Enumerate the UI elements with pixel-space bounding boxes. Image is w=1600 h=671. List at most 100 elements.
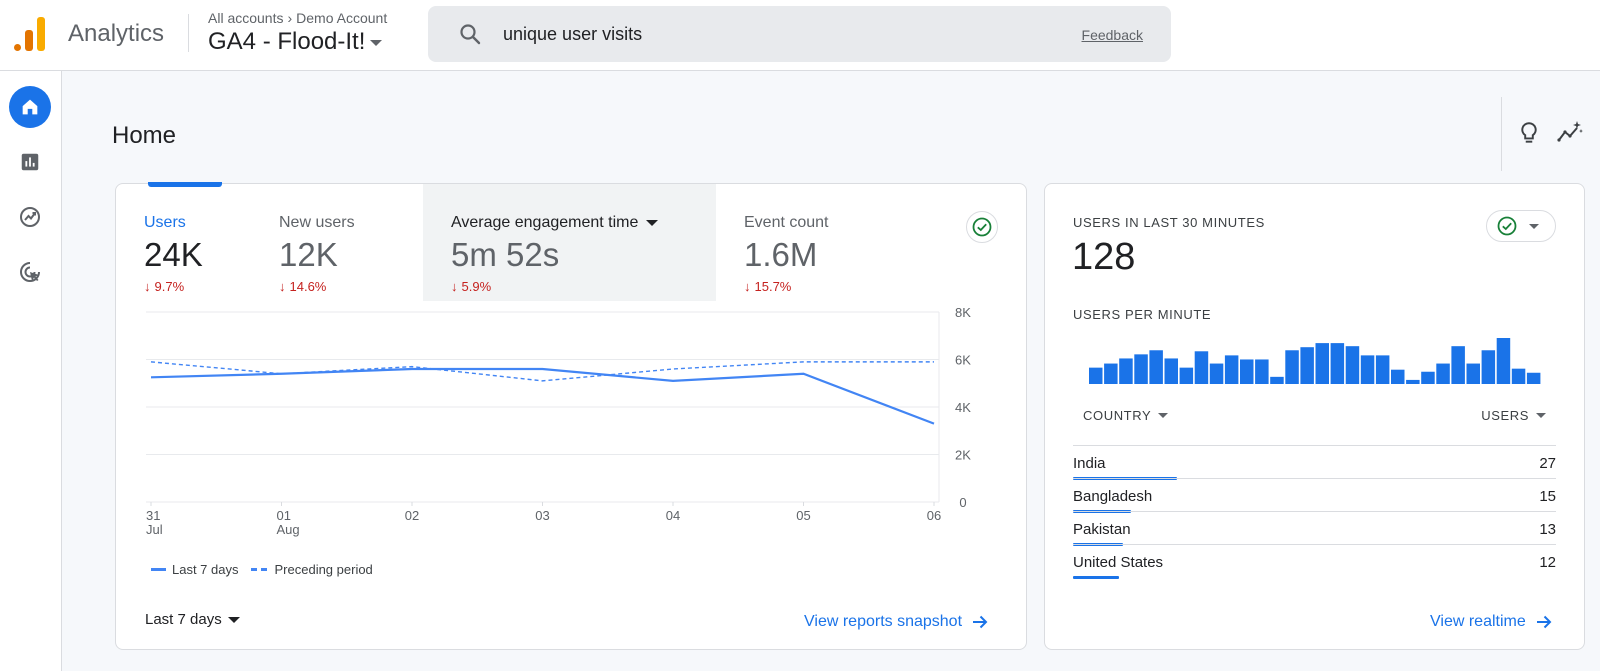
table-row[interactable]: United States 12 — [1073, 544, 1556, 579]
minute-bar[interactable] — [1466, 363, 1481, 384]
breadcrumb-child[interactable]: Demo Account — [296, 10, 388, 26]
arrow-down-icon: ↓ — [451, 279, 458, 294]
minute-bar[interactable] — [1375, 355, 1390, 384]
country-column-header[interactable]: COUNTRY — [1083, 408, 1169, 423]
breadcrumb-parent[interactable]: All accounts — [208, 10, 284, 26]
legend-current: Last 7 days — [172, 562, 239, 577]
date-range-selector[interactable]: Last 7 days — [145, 611, 240, 628]
metric-avg-engagement-time[interactable]: Average engagement time 5m 52s ↓ 5.9% — [423, 184, 716, 301]
page-title: Home — [112, 122, 177, 149]
view-realtime-link[interactable]: View realtime — [1430, 613, 1552, 631]
x-tick-label: 31 — [146, 508, 160, 523]
metric-change-value: 9.7% — [154, 279, 185, 294]
feedback-link[interactable]: Feedback — [1081, 27, 1143, 43]
insights-icon[interactable] — [1557, 120, 1583, 146]
check-circle-icon — [1497, 216, 1517, 236]
view-reports-snapshot-link[interactable]: View reports snapshot — [804, 613, 988, 631]
metric-change-value: 14.6% — [289, 279, 327, 294]
arrow-down-icon: ↓ — [144, 279, 151, 294]
table-row[interactable]: Pakistan 13 — [1073, 511, 1556, 546]
property-name: GA4 - Flood-It! — [208, 28, 366, 55]
minute-bar[interactable] — [1451, 346, 1465, 384]
minute-bar[interactable] — [1406, 379, 1420, 384]
divider — [188, 14, 189, 52]
chart-legend: Last 7 days Preceding period — [151, 562, 373, 577]
nav-home-button[interactable] — [9, 86, 51, 128]
metric-change-value: 15.7% — [754, 279, 792, 294]
minute-bar[interactable] — [1481, 350, 1496, 384]
side-nav — [0, 71, 62, 671]
minute-bar[interactable] — [1511, 368, 1526, 384]
chevron-right-icon: › — [287, 10, 293, 26]
target-cursor-icon — [20, 262, 40, 282]
breadcrumb[interactable]: All accounts › Demo Account — [208, 10, 387, 26]
table-row[interactable]: India 27 — [1073, 445, 1556, 480]
metric-label[interactable]: Average engagement time — [451, 214, 659, 232]
metric-value: 1.6M — [744, 236, 818, 273]
minute-bar[interactable] — [1255, 359, 1269, 384]
minute-bar[interactable] — [1119, 358, 1133, 384]
metric-change: ↓ 9.7% — [144, 279, 184, 294]
minute-bar[interactable] — [1285, 350, 1299, 384]
app-name[interactable]: Analytics — [68, 20, 165, 47]
chevron-down-icon — [1529, 223, 1539, 229]
search-icon — [460, 24, 481, 45]
realtime-users-value: 128 — [1072, 236, 1136, 278]
minute-bar[interactable] — [1270, 376, 1284, 384]
y-tick-label: 8K — [955, 305, 971, 320]
minute-bar[interactable] — [1240, 359, 1254, 384]
metric-value: 24K — [144, 236, 203, 273]
bar-chart-icon — [21, 153, 39, 171]
metric-change: ↓ 15.7% — [744, 279, 791, 294]
nav-reports-button[interactable] — [9, 141, 51, 183]
metric-users[interactable]: Users 24K ↓ 9.7% — [144, 184, 274, 301]
y-tick-label: 2K — [955, 448, 971, 463]
minute-bar[interactable] — [1496, 338, 1511, 384]
minute-bar[interactable] — [1149, 350, 1163, 384]
country-users: 15 — [1539, 488, 1556, 505]
minute-bar[interactable] — [1134, 354, 1148, 384]
lightbulb-icon[interactable] — [1516, 120, 1542, 146]
minute-bar[interactable] — [1391, 369, 1405, 384]
minute-bar[interactable] — [1194, 351, 1209, 384]
nav-explore-button[interactable] — [9, 196, 51, 238]
minute-bar[interactable] — [1345, 346, 1360, 384]
minute-bar[interactable] — [1209, 363, 1224, 384]
realtime-title: USERS IN LAST 30 MINUTES — [1073, 215, 1265, 230]
nav-advertising-button[interactable] — [9, 251, 51, 293]
minute-bar[interactable] — [1104, 363, 1118, 384]
chevron-down-icon — [1158, 413, 1169, 418]
country-users: 13 — [1539, 521, 1556, 538]
realtime-status-dropdown[interactable] — [1486, 210, 1556, 242]
property-selector[interactable]: GA4 - Flood-It! — [208, 28, 383, 56]
x-tick-label: 04 — [666, 508, 680, 523]
users-column-header[interactable]: USERS — [1481, 408, 1546, 423]
check-circle-icon — [972, 217, 992, 237]
table-row[interactable]: Bangladesh 15 — [1073, 478, 1556, 513]
minute-bar[interactable] — [1179, 367, 1194, 384]
minute-bar[interactable] — [1330, 343, 1345, 384]
metric-label: Users — [144, 214, 186, 231]
minute-bar[interactable] — [1164, 358, 1179, 384]
x-tick-sublabel: Jul — [146, 522, 163, 537]
minute-bar[interactable] — [1315, 343, 1330, 384]
minute-bar[interactable] — [1436, 363, 1450, 384]
search-input[interactable]: unique user visits — [503, 24, 643, 44]
minute-bar[interactable] — [1224, 355, 1239, 384]
analytics-logo[interactable] — [14, 17, 46, 51]
minute-bar[interactable] — [1526, 372, 1541, 384]
data-quality-check-icon[interactable] — [966, 211, 998, 243]
minute-bar[interactable] — [1421, 371, 1435, 384]
minute-bar[interactable] — [1089, 367, 1103, 384]
divider — [1501, 97, 1502, 171]
minute-bar[interactable] — [1360, 355, 1375, 384]
minute-bar[interactable] — [1300, 347, 1314, 384]
y-tick-label: 4K — [955, 400, 971, 415]
search-bar[interactable]: unique user visits Feedback — [428, 6, 1171, 62]
metric-new-users[interactable]: New users 12K ↓ 14.6% — [279, 184, 409, 301]
country-name: Pakistan — [1073, 521, 1131, 538]
metric-event-count[interactable]: Event count 1.6M ↓ 15.7% — [744, 184, 894, 301]
selected-tab-indicator — [148, 182, 222, 187]
metric-value: 12K — [279, 236, 338, 273]
chevron-down-icon — [227, 617, 240, 624]
